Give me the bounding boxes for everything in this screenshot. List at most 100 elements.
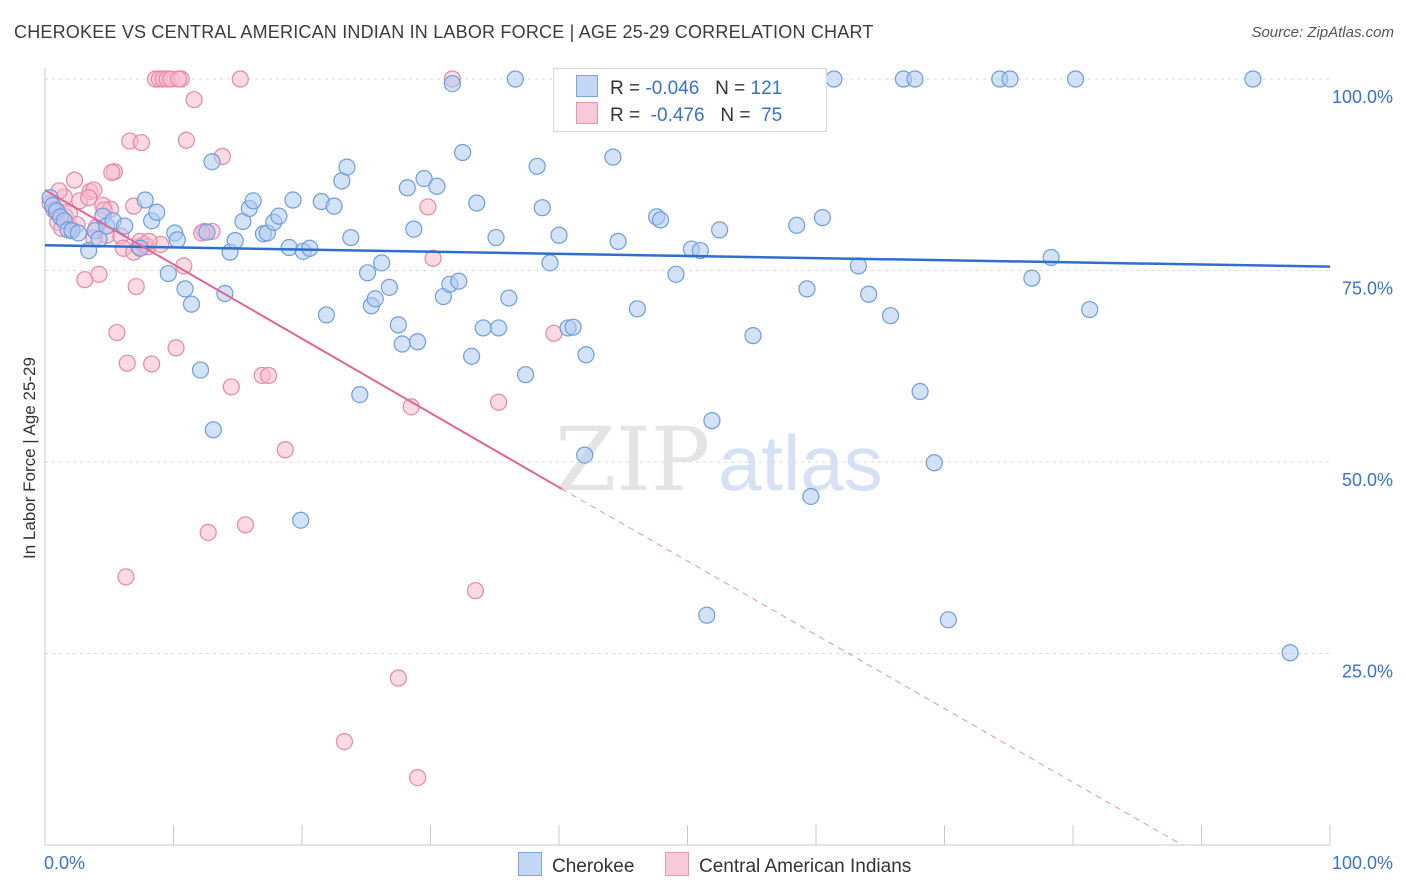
cai-point <box>222 378 240 396</box>
cai-point <box>80 189 98 207</box>
cherokee-point <box>338 158 356 176</box>
cai-point <box>276 441 294 459</box>
chart-title: CHEROKEE VS CENTRAL AMERICAN INDIAN IN L… <box>14 22 874 42</box>
correlation-legend: R = -0.046 N = 121 R = -0.476 N = 75 <box>553 68 827 132</box>
cherokee-point <box>443 74 461 93</box>
cherokee-point <box>541 254 559 272</box>
cai-point <box>132 133 150 152</box>
cai-point <box>236 516 255 534</box>
cherokee-point <box>1023 269 1041 287</box>
cherokee-point <box>148 203 166 221</box>
cherokee-point <box>698 606 716 624</box>
cherokee-point <box>342 228 360 247</box>
cai-point <box>490 393 508 411</box>
cherokee-point <box>490 319 508 337</box>
legend-n-value: 121 <box>750 78 783 99</box>
cai-point <box>259 366 278 385</box>
cherokee-point <box>703 412 721 430</box>
cherokee-point <box>825 70 843 88</box>
cherokee-point <box>450 272 468 290</box>
y-axis-label: In Labor Force | Age 25-29 <box>20 357 39 559</box>
cai-point <box>389 669 407 687</box>
cherokee-point <box>1081 300 1099 319</box>
cai-point <box>409 768 427 787</box>
y-tick-label: 100.0% <box>1332 87 1393 107</box>
cherokee-point <box>468 194 486 212</box>
cherokee-point <box>628 300 646 318</box>
cherokee-point <box>270 207 288 225</box>
cherokee-point <box>191 361 210 379</box>
cherokee-point <box>176 280 194 298</box>
cherokee-point <box>351 385 369 404</box>
gridlines <box>45 78 1330 654</box>
cherokee-point <box>1066 70 1085 88</box>
cai-point <box>143 355 161 373</box>
cherokee-point <box>131 239 149 257</box>
cherokee-point <box>939 611 957 629</box>
cherokee-point <box>802 487 820 506</box>
cherokee-point <box>609 232 627 250</box>
cherokee-point <box>203 153 221 171</box>
cherokee-point <box>744 327 762 345</box>
cherokee-point <box>1244 70 1262 88</box>
cherokee-point <box>301 239 319 257</box>
cai-swatch <box>576 102 598 124</box>
cherokee-point <box>389 316 407 334</box>
cherokee-point <box>280 238 298 257</box>
cherokee-point <box>1001 70 1019 88</box>
cherokee-point <box>393 335 411 353</box>
cherokee-point <box>405 220 423 238</box>
cherokee-point <box>651 211 670 229</box>
cherokee-point <box>428 177 446 195</box>
x-tick-label: 0.0% <box>44 853 85 873</box>
cherokee-point <box>788 216 806 234</box>
cherokee-point <box>380 278 398 296</box>
legend-r-value: -0.476 <box>650 105 705 126</box>
legend-r-label: R = <box>610 78 641 99</box>
cherokee-point <box>182 295 201 313</box>
cherokee-point <box>244 192 262 210</box>
cherokee-swatch <box>576 75 598 97</box>
cai-swatch <box>665 852 689 876</box>
cai-point <box>65 171 84 189</box>
bottom-legend-cai: Central American Indians <box>665 852 911 878</box>
series-central-american-indians <box>41 70 563 787</box>
cai-trend-line <box>44 189 563 490</box>
cherokee-point <box>881 307 900 325</box>
cherokee-point <box>487 228 505 247</box>
legend-r-value: -0.046 <box>645 78 700 99</box>
legend-n-label: N = <box>720 105 751 126</box>
cherokee-point <box>204 421 222 439</box>
cherokee-point <box>604 148 622 166</box>
cherokee-point <box>550 226 568 244</box>
cherokee-point <box>667 265 685 283</box>
y-tick-label: 25.0% <box>1342 662 1393 682</box>
cai-point <box>466 582 485 600</box>
cherokee-point <box>226 232 244 250</box>
cherokee-point <box>925 454 943 472</box>
cherokee-point <box>516 366 535 384</box>
y-tick-label: 50.0% <box>1342 470 1393 490</box>
x-tick-label: 100.0% <box>1332 853 1393 873</box>
cherokee-point <box>533 199 551 217</box>
legend-n-label: N = <box>715 78 746 99</box>
cai-point <box>127 277 145 296</box>
cai-point <box>231 70 249 88</box>
cherokee-trend-line <box>44 243 1331 268</box>
cherokee-point <box>136 191 154 209</box>
tick-labels: 100.0% 75.0% 50.0% 25.0% 0.0% 100.0% <box>44 87 1393 873</box>
cai-point <box>175 257 193 275</box>
cai-point <box>108 323 126 342</box>
cherokee-point <box>69 224 88 242</box>
cherokee-point <box>409 333 427 351</box>
watermark-atlas: atlas <box>718 419 883 507</box>
cherokee-point <box>564 318 582 336</box>
legend-r-label: R = <box>610 105 641 126</box>
cai-point <box>167 339 185 357</box>
cherokee-point <box>711 221 729 239</box>
cherokee-point <box>576 446 594 464</box>
cai-point <box>177 131 195 149</box>
cherokee-point <box>577 346 595 364</box>
legend-row-cherokee: R = -0.046 N = 121 <box>576 75 782 99</box>
source-label: Source: ZipAtlas.com <box>1251 24 1394 41</box>
